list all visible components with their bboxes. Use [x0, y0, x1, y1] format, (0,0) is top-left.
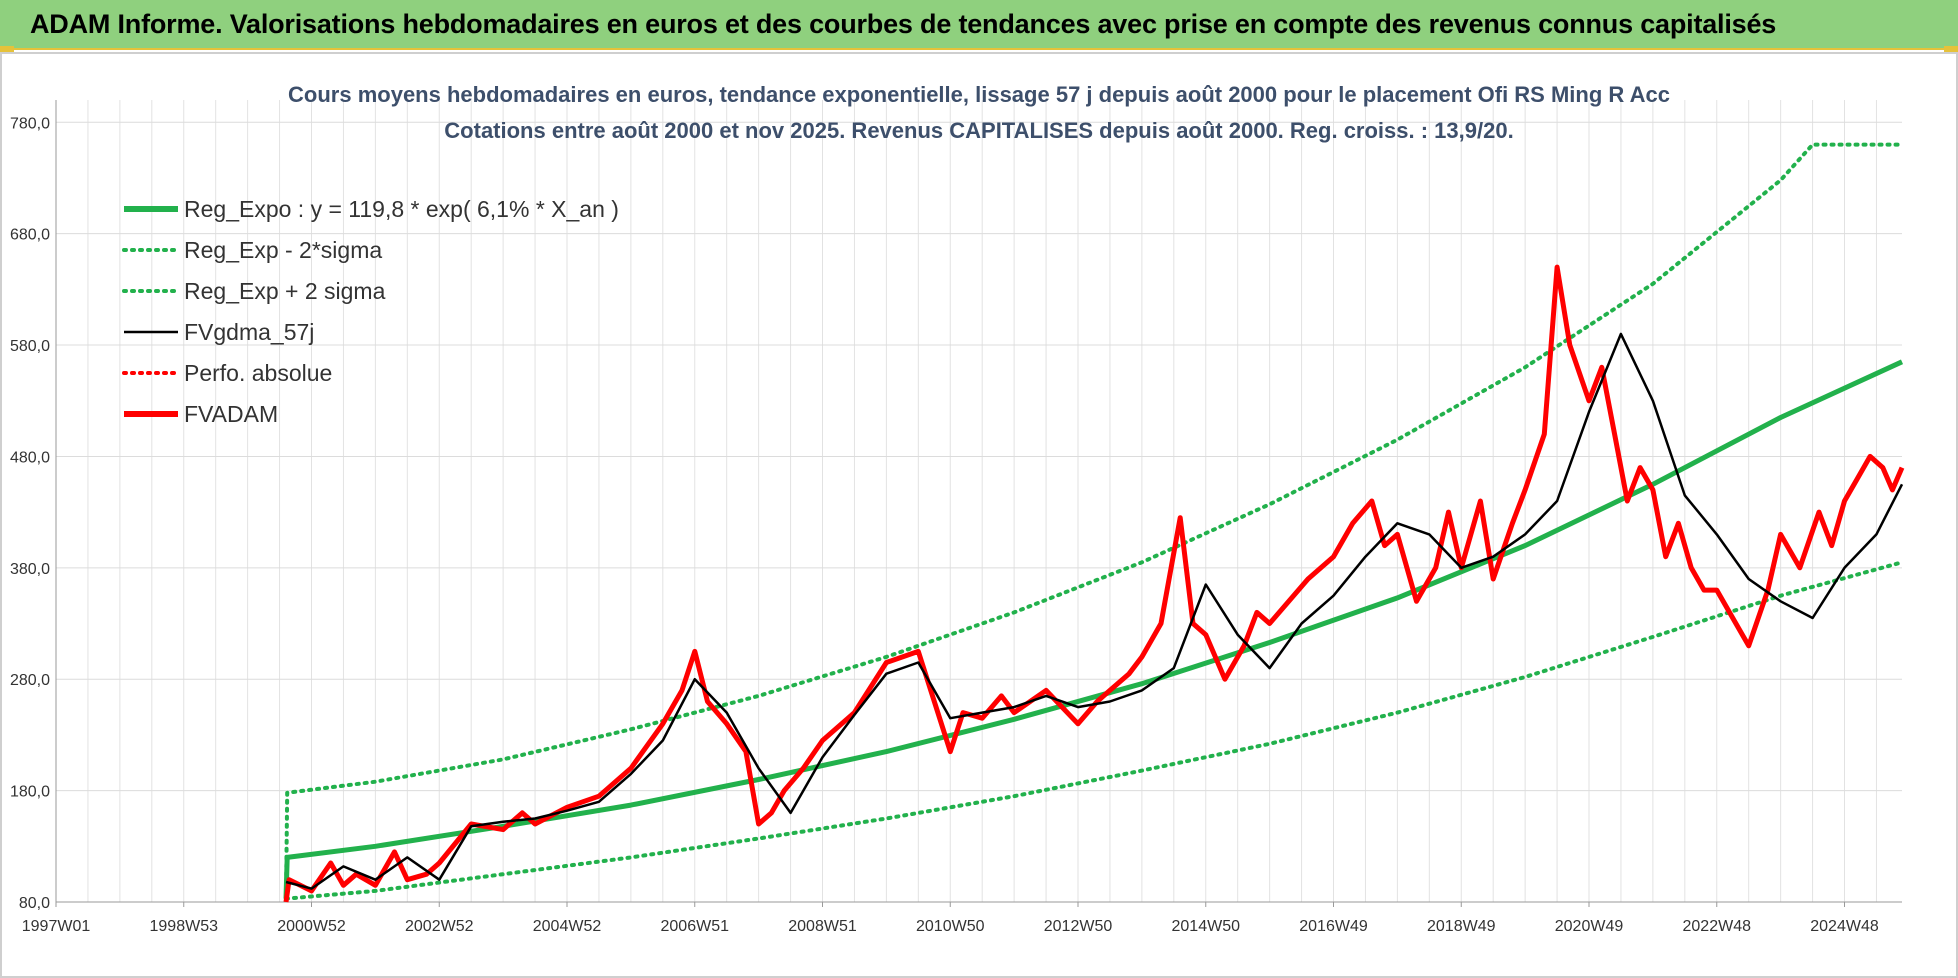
x-tick-label: 2014W50 — [1172, 918, 1241, 935]
y-tick-label: 180,0 — [10, 784, 50, 801]
y-tick-label: 780,0 — [10, 115, 50, 132]
x-tick-label: 2006W51 — [661, 918, 730, 935]
chart-legend: Reg_Expo : y = 119,8 * exp( 6,1% * X_an … — [122, 196, 619, 427]
chart-grid — [55, 100, 1902, 903]
x-tick-label: 2010W50 — [916, 918, 985, 935]
chart-series — [283, 142, 1905, 903]
x-tick-label: 2002W52 — [405, 918, 474, 935]
report-banner: ADAM Informe. Valorisations hebdomadaire… — [0, 0, 1958, 50]
series-line-2 — [284, 142, 1904, 901]
report-title: ADAM Informe. Valorisations hebdomadaire… — [30, 9, 1777, 39]
y-tick-label: 80,0 — [19, 895, 50, 912]
x-tick-label: 2000W52 — [277, 918, 346, 935]
x-tick-label: 2012W50 — [1044, 918, 1113, 935]
x-tick-label: 2018W49 — [1427, 918, 1496, 935]
x-axis-ticks: 1997W01 1998W53 2000W52 2002W52 2004W52 2006W… — [22, 902, 1879, 935]
chart-subtitle: Cotations entre août 2000 et nov 2025. R… — [444, 118, 1514, 143]
legend-label: Reg_Exp - 2*sigma — [184, 237, 382, 263]
x-tick-label: 2024W48 — [1810, 918, 1879, 935]
y-tick-label: 680,0 — [10, 227, 50, 244]
series-line-3 — [285, 332, 1904, 890]
x-tick-label: 1998W53 — [150, 918, 219, 935]
series-line-5 — [283, 264, 1905, 903]
x-tick-label: 2022W48 — [1683, 918, 1752, 935]
y-axis-ticks: 80,0 180,0 280,0 380,0 480,0 580,0 680,0 780,0 — [10, 115, 50, 912]
legend-label: FVADAM — [184, 401, 278, 427]
legend-label: FVgdma_57j — [184, 319, 314, 345]
legend-label: Reg_Exp + 2 sigma — [184, 278, 386, 304]
series-line-1 — [284, 560, 1904, 901]
x-tick-label: 1997W01 — [22, 918, 91, 935]
series-line-0 — [283, 359, 1904, 899]
y-tick-label: 580,0 — [10, 338, 50, 355]
x-tick-label: 2020W49 — [1555, 918, 1624, 935]
chart-title: Cours moyens hebdomadaires en euros, ten… — [288, 82, 1670, 107]
legend-label: Perfo. absolue — [184, 360, 332, 386]
y-tick-label: 480,0 — [10, 449, 50, 466]
banner-corner-left — [0, 46, 14, 54]
x-tick-label: 2004W52 — [533, 918, 602, 935]
banner-corner-right — [1944, 46, 1958, 54]
y-tick-label: 280,0 — [10, 672, 50, 689]
y-tick-label: 380,0 — [10, 561, 50, 578]
chart-frame — [0, 52, 1958, 978]
x-tick-label: 2008W51 — [788, 918, 857, 935]
legend-label: Reg_Expo : y = 119,8 * exp( 6,1% * X_an … — [184, 196, 619, 222]
x-tick-label: 2016W49 — [1299, 918, 1368, 935]
